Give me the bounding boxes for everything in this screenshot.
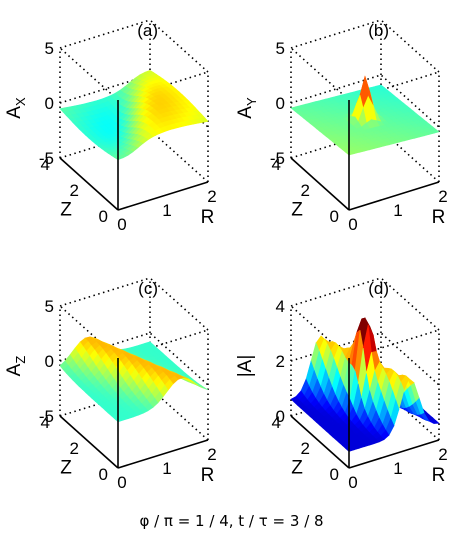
z-depth-axis xyxy=(59,415,119,469)
gridline xyxy=(149,129,209,183)
y-tick-label: 2 xyxy=(70,181,79,200)
z-tick-label: -5 xyxy=(39,149,54,168)
surface-patch xyxy=(114,155,124,161)
y-tick-label: 4 xyxy=(41,413,50,432)
y-tick-label: 4 xyxy=(272,413,281,432)
x-tick-label: 0 xyxy=(348,215,357,234)
r-axis xyxy=(348,439,440,469)
x-tick-label: 2 xyxy=(207,187,216,206)
gridline xyxy=(149,277,209,331)
gridline xyxy=(380,277,440,331)
panel-label: (a) xyxy=(137,21,158,40)
panel-a: 0 1 2 0 2 4-5 0 5 R Z AX (a) xyxy=(4,19,217,234)
r-axis xyxy=(117,181,209,211)
z-tick-label: 0 xyxy=(276,407,285,426)
figure-caption: φ / π = 1 / 4, t / τ = 3 / 8 xyxy=(139,512,324,530)
x-tick-label: 0 xyxy=(117,473,126,492)
x-axis-label: R xyxy=(432,207,446,228)
gridline xyxy=(59,277,151,307)
surface-patch xyxy=(114,416,124,423)
z-tick-label: -5 xyxy=(270,149,285,168)
surface-patch xyxy=(345,446,355,452)
y-axis-label: Z xyxy=(291,199,303,220)
z-tick-label: 2 xyxy=(276,352,285,371)
y-tick-label: 0 xyxy=(99,207,108,226)
z-depth-axis xyxy=(290,157,350,211)
gridline xyxy=(290,19,382,49)
z-axis-label: AX xyxy=(4,97,28,119)
z-tick-label: -5 xyxy=(39,407,54,426)
gridline xyxy=(290,129,382,159)
panel-label: (d) xyxy=(368,279,389,298)
y-tick-label: 0 xyxy=(99,465,108,484)
gridline xyxy=(380,19,440,73)
surface-patch xyxy=(345,150,355,156)
gridline xyxy=(59,129,151,159)
y-tick-label: 2 xyxy=(70,439,79,458)
z-axis-label-subscript: Y xyxy=(244,97,259,106)
z-tick-label: 5 xyxy=(276,39,285,58)
z-tick-label: 5 xyxy=(45,297,54,316)
z-axis-label: |A| xyxy=(235,355,256,378)
z-depth-axis xyxy=(59,157,119,211)
y-tick-label: 4 xyxy=(272,155,281,174)
y-tick-label: 2 xyxy=(301,181,310,200)
x-tick-label: 1 xyxy=(162,459,171,478)
gridline xyxy=(59,47,119,101)
y-tick-label: 4 xyxy=(41,155,50,174)
x-tick-label: 0 xyxy=(348,473,357,492)
x-tick-label: 2 xyxy=(438,445,447,464)
x-tick-label: 1 xyxy=(393,459,402,478)
z-depth-axis xyxy=(290,415,350,469)
y-tick-label: 2 xyxy=(301,439,310,458)
x-axis-label: R xyxy=(201,465,215,486)
z-tick-label: 0 xyxy=(45,94,54,113)
panel-b: 0 1 2 0 2 4-5 0 5 R Z AY (b) xyxy=(235,19,448,234)
y-tick-label: 0 xyxy=(330,207,339,226)
gridline xyxy=(290,47,350,101)
z-axis-label-subscript: Z xyxy=(13,356,28,364)
r-axis xyxy=(117,439,209,469)
panel-label: (c) xyxy=(138,279,158,298)
z-tick-label: 0 xyxy=(45,352,54,371)
z-tick-label: 5 xyxy=(45,39,54,58)
gridline xyxy=(59,19,151,49)
z-axis-label: AZ xyxy=(4,356,28,377)
panel-label: (b) xyxy=(368,21,389,40)
x-tick-label: 2 xyxy=(207,445,216,464)
z-axis-label: AY xyxy=(235,97,259,119)
gridline xyxy=(290,277,382,307)
z-axis-label-subscript: X xyxy=(13,97,28,106)
x-axis-label: R xyxy=(201,207,215,228)
gridline xyxy=(59,387,151,417)
z-tick-label: 0 xyxy=(276,94,285,113)
y-axis-label: Z xyxy=(60,199,72,220)
gridline xyxy=(290,74,440,128)
x-tick-label: 1 xyxy=(393,201,402,220)
x-axis-label: R xyxy=(432,465,446,486)
y-axis-label: Z xyxy=(291,457,303,478)
gridline xyxy=(149,19,209,73)
x-tick-label: 2 xyxy=(438,187,447,206)
r-axis xyxy=(348,181,440,211)
x-tick-label: 1 xyxy=(162,201,171,220)
z-tick-label: 4 xyxy=(276,297,285,316)
y-axis-label: Z xyxy=(60,457,72,478)
x-tick-label: 0 xyxy=(117,215,126,234)
y-tick-label: 0 xyxy=(330,465,339,484)
